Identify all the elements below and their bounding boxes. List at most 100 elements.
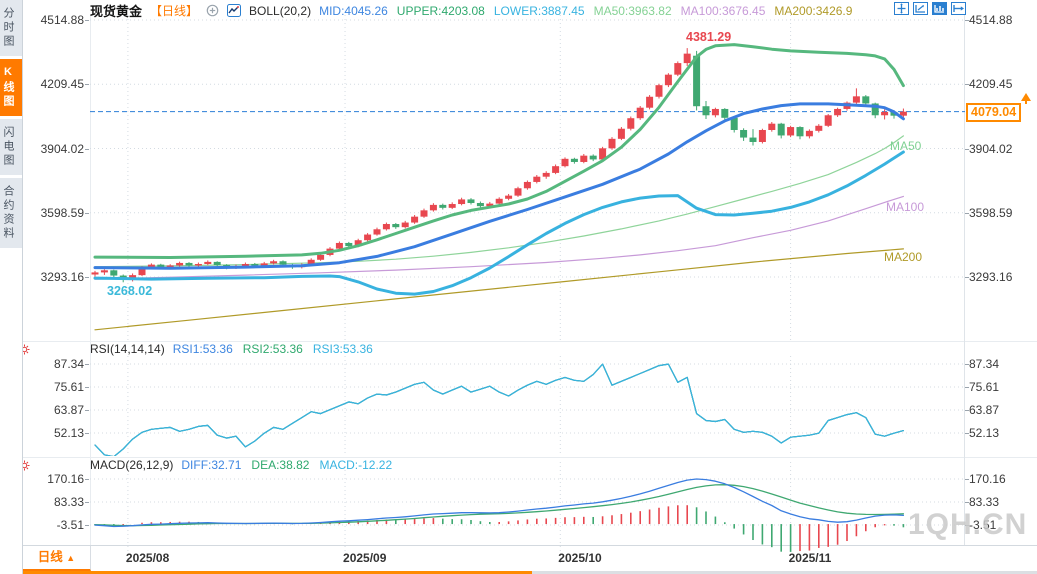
axis-tick-label: 83.33: [53, 495, 84, 509]
axis-tick: [85, 20, 89, 21]
axis-tick-label: 83.33: [969, 495, 1000, 509]
sidebar-tab-time-chart[interactable]: 分时图: [0, 0, 22, 56]
ma100-line-label: MA100: [886, 200, 925, 214]
axis-tick-label: 170.16: [47, 472, 84, 486]
axis-tick: [85, 409, 89, 411]
axis-tick-label: 63.87: [969, 402, 1000, 417]
date-label: 2025/11: [788, 551, 832, 565]
axis-tick: [85, 84, 89, 86]
plot-right-border: [964, 15, 965, 545]
main-chart-header: 现货黄金 【日线】 BOLL(20,2) MID:4045.26 UPPER:42…: [90, 1, 852, 20]
axis-tick: [85, 502, 89, 503]
axis-tick-label: 52.13: [53, 425, 84, 440]
axis-tick: [85, 364, 89, 365]
axis-tick: [85, 479, 89, 480]
axis-tick: [965, 525, 969, 526]
ma50-line-label: MA50: [890, 139, 922, 153]
period-selector-button[interactable]: 日线 ▲: [22, 546, 91, 571]
axis-tick-label: 75.61: [53, 379, 84, 394]
axis-tick: [85, 148, 89, 150]
boll-indicator-label: BOLL(20,2): [249, 3, 312, 18]
axis-tick-label: 4514.88: [969, 13, 1013, 27]
axis-tick: [965, 364, 969, 365]
rsi-indicator-label: RSI(14,14,14): [90, 342, 165, 356]
watermark: 1QH.CN: [908, 508, 1028, 541]
axis-tick: [965, 432, 969, 434]
rsi2-value: RSI2:53.36: [242, 342, 303, 356]
rsi3-value: RSI3:53.36: [312, 342, 373, 356]
plot-left-border: [90, 15, 91, 545]
period-button-label: 日线: [37, 550, 63, 564]
high-price-marker: 4381.29: [686, 30, 732, 44]
axis-tick: [85, 432, 89, 434]
axis-zoom-icon[interactable]: [913, 2, 928, 15]
axis-tick: [85, 212, 89, 214]
axis-tick: [965, 479, 969, 480]
pan-icon[interactable]: [894, 2, 909, 15]
h-scrollbar-thumb[interactable]: [22, 571, 532, 574]
axis-tick-label: -3.51: [56, 518, 84, 532]
axis-tick-label: 4514.88: [40, 13, 84, 27]
axis-tick: [965, 502, 969, 503]
axis-tick-label: 3598.59: [969, 205, 1013, 220]
rsi-metrics: RSI1:53.36 RSI2:53.36 RSI3:53.36: [173, 342, 373, 356]
axis-tick: [85, 277, 89, 278]
rsi-chart-canvas[interactable]: [90, 356, 965, 456]
ma200-value: MA200:3426.9: [774, 3, 853, 18]
axis-tick-label: 3598.59: [40, 205, 84, 220]
diff-value: DIFF:32.71: [181, 458, 242, 472]
axis-tick-label: 87.34: [969, 357, 1000, 371]
sidebar: 分时图 K线图 闪电图 合约资料: [0, 0, 23, 574]
date-label: 2025/08: [125, 551, 170, 565]
boll-metrics: MID:4045.26 UPPER:4203.08 LOWER:3887.45 MA5…: [319, 4, 852, 18]
main-chart-canvas[interactable]: [90, 15, 965, 345]
macd-chart-canvas[interactable]: [90, 462, 965, 564]
low-price-marker: 3268.02: [107, 284, 153, 298]
axis-tick-label: 3904.02: [40, 141, 84, 156]
sidebar-tab-kline-chart[interactable]: K线图: [0, 59, 22, 116]
symbol-name: 现货黄金: [90, 4, 143, 19]
macd-indicator-label: MACD(26,12,9): [90, 458, 174, 472]
axis-tick-label: -3.51: [969, 518, 997, 532]
kline-style-icon[interactable]: [227, 4, 242, 17]
ma50-value: MA50:3963.82: [593, 3, 672, 18]
date-label: 2025/10: [558, 551, 602, 565]
axis-tick: [965, 409, 969, 411]
export-icon[interactable]: [951, 2, 966, 15]
axis-tick-label: 3293.16: [40, 270, 84, 284]
chart-style-icon[interactable]: [932, 2, 947, 15]
date-label: 2025/09: [343, 551, 387, 565]
boll-upper-value: UPPER:4203.08: [396, 3, 485, 18]
rsi-pane-header: RSI(14,14,14) RSI1:53.36 RSI2:53.36 RSI3:5…: [90, 342, 373, 356]
axis-tick-label: 52.13: [969, 425, 1000, 440]
rsi1-value: RSI1:53.36: [172, 342, 233, 356]
ma100-value: MA100:3676.45: [680, 3, 766, 18]
boll-mid-value: MID:4045.26: [319, 3, 388, 18]
axis-tick: [965, 386, 969, 388]
period-dropdown-arrow-icon: ▲: [66, 553, 76, 563]
sidebar-tab-flash-chart[interactable]: 闪电图: [0, 119, 22, 175]
axis-tick: [85, 386, 89, 388]
axis-tick-label: 4209.45: [969, 77, 1013, 92]
add-indicator-icon[interactable]: [206, 4, 219, 17]
macd-metrics: DIFF:32.71 DEA:38.82 MACD:-12.22: [181, 458, 392, 472]
axis-tick-label: 3293.16: [969, 270, 1013, 284]
axis-tick: [965, 212, 969, 214]
axis-tick: [965, 20, 969, 21]
h-scrollbar[interactable]: [22, 571, 1037, 574]
period-label: 【日线】: [150, 4, 199, 18]
pane-separator: [22, 341, 1037, 342]
last-price-badge: 4079.04: [966, 103, 1022, 122]
axis-tick: [85, 525, 89, 526]
sidebar-tab-contract-info[interactable]: 合约资料: [0, 178, 22, 248]
axis-tick-label: 75.61: [969, 379, 1000, 394]
axis-tick-label: 63.87: [53, 402, 84, 417]
axis-tick: [965, 277, 969, 278]
macd-value: MACD:-12.22: [319, 458, 393, 472]
boll-lower-value: LOWER:3887.45: [493, 3, 585, 18]
price-up-arrow-icon: [1025, 101, 1027, 104]
dea-value: DEA:38.82: [251, 458, 310, 472]
axis-tick: [965, 84, 969, 86]
macd-pane-header: MACD(26,12,9) DIFF:32.71 DEA:38.82 MACD:-1…: [90, 458, 392, 472]
